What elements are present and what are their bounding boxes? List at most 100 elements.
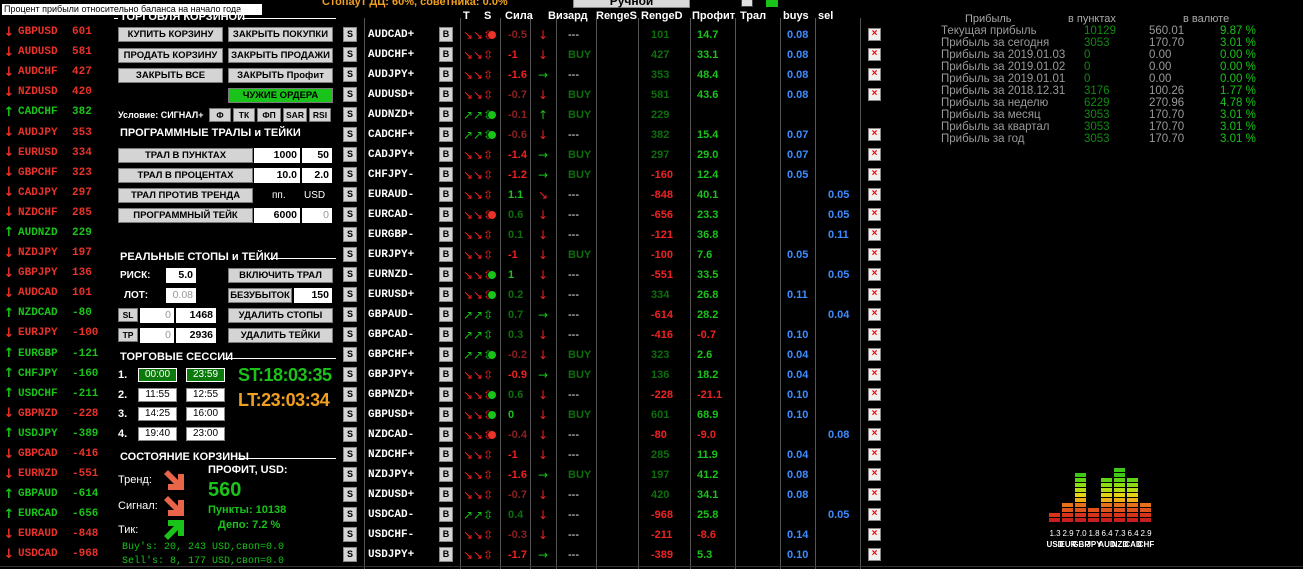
sell-s-button[interactable]: S xyxy=(343,187,357,202)
tp-input-1[interactable]: 0 xyxy=(140,328,174,343)
sell-s-button[interactable]: S xyxy=(343,127,357,142)
trail-points-input-2[interactable]: 50 xyxy=(302,148,332,163)
sell-s-button[interactable]: S xyxy=(343,107,357,122)
sell-s-button[interactable]: S xyxy=(343,447,357,462)
cond-button-f[interactable]: Ф xyxy=(209,108,231,122)
table-row[interactable]: S CHFJPY- B ↘↘⇳ -1.2 → BUY -160 12.4 0.05 × xyxy=(340,165,900,185)
table-row[interactable]: S EURJPY+ B ↘↘⇳ -1 ↓ BUY -100 7.6 0.05 × xyxy=(340,245,900,265)
table-row[interactable]: S NZDJPY+ B ↘↘⇳ -1.6 → BUY 197 41.2 0.08 × xyxy=(340,465,900,485)
session-to-input[interactable]: 23:59 xyxy=(186,368,225,382)
buy-b-button[interactable]: B xyxy=(439,367,453,382)
buy-b-button[interactable]: B xyxy=(439,87,453,102)
trail-percent-input-2[interactable]: 2.0 xyxy=(302,168,332,183)
close-row-icon[interactable]: × xyxy=(868,248,881,261)
table-row[interactable]: S GBPJPY+ B ↘↘⇳ -0.9 → BUY 136 18.2 0.04 × xyxy=(340,365,900,385)
sell-s-button[interactable]: S xyxy=(343,267,357,282)
close-row-icon[interactable]: × xyxy=(868,388,881,401)
pair-rank-row[interactable]: ↑ EURCAD -656 xyxy=(0,504,112,524)
buy-b-button[interactable]: B xyxy=(439,307,453,322)
pair-rank-row[interactable]: ↓ NZDJPY 197 xyxy=(0,243,112,263)
pair-rank-row[interactable]: ↑ USDJPY -389 xyxy=(0,424,112,444)
pair-rank-row[interactable]: ↑ GBPAUD -614 xyxy=(0,484,112,504)
sl-toggle[interactable]: SL xyxy=(118,308,138,322)
close-row-icon[interactable]: × xyxy=(868,168,881,181)
sell-s-button[interactable]: S xyxy=(343,427,357,442)
sell-s-button[interactable]: S xyxy=(343,387,357,402)
table-row[interactable]: S USDJPY+ B ↘↘⇳ -1.7 → --- -389 5.3 0.10 × xyxy=(340,545,900,565)
sell-s-button[interactable]: S xyxy=(343,367,357,382)
session-from-input[interactable]: 19:40 xyxy=(138,426,177,441)
buy-b-button[interactable]: B xyxy=(439,27,453,42)
sell-s-button[interactable]: S xyxy=(343,47,357,62)
buy-b-button[interactable]: B xyxy=(439,507,453,522)
close-row-icon[interactable]: × xyxy=(868,468,881,481)
foreign-orders-button[interactable]: ЧУЖИЕ ОРДЕРА xyxy=(228,88,333,103)
buy-b-button[interactable]: B xyxy=(439,187,453,202)
sell-s-button[interactable]: S xyxy=(343,487,357,502)
buy-b-button[interactable]: B xyxy=(439,127,453,142)
close-row-icon[interactable]: × xyxy=(868,348,881,361)
sell-s-button[interactable]: S xyxy=(343,247,357,262)
table-row[interactable]: S EURGBP- B ↘↘⇳ 0.1 ↓ --- -121 36.8 0.11 × xyxy=(340,225,900,245)
table-row[interactable]: S AUDCAD+ B ↘↘⇳ -0.5 ↓ --- 101 14.7 0.08 × xyxy=(340,25,900,45)
table-row[interactable]: S GBPCAD- B ↗↗⇳ 0.3 ↓ --- -416 -0.7 0.10 × xyxy=(340,325,900,345)
table-row[interactable]: S GBPCHF+ B ↗↗⇳ -0.2 ↓ BUY 323 2.6 0.04 × xyxy=(340,345,900,365)
pair-rank-row[interactable]: ↓ NZDUSD 420 xyxy=(0,82,112,102)
sell-s-button[interactable]: S xyxy=(343,87,357,102)
pair-rank-row[interactable]: ↓ EURAUD -848 xyxy=(0,524,112,544)
table-row[interactable]: S GBPUSD+ B ↘↘⇳ 0 ↓ BUY 601 68.9 0.10 × xyxy=(340,405,900,425)
table-row[interactable]: S AUDJPY+ B ↘↘⇳ -1.6 → --- 353 48.4 0.08 × xyxy=(340,65,900,85)
table-row[interactable]: S USDCHF- B ↘↘⇳ -0.3 ↓ --- -211 -8.6 0.14 × xyxy=(340,525,900,545)
sell-s-button[interactable]: S xyxy=(343,167,357,182)
buy-b-button[interactable]: B xyxy=(439,427,453,442)
sell-s-button[interactable]: S xyxy=(343,507,357,522)
pair-rank-row[interactable]: ↓ AUDUSD 581 xyxy=(0,42,112,62)
sell-s-button[interactable]: S xyxy=(343,547,357,562)
table-row[interactable]: S NZDCHF+ B ↘↘⇳ -1 ↓ --- 285 11.9 0.04 × xyxy=(340,445,900,465)
close-row-icon[interactable]: × xyxy=(868,28,881,41)
pair-rank-row[interactable]: ↓ GBPCHF 323 xyxy=(0,163,112,183)
program-take-input-1[interactable]: 6000 xyxy=(254,208,300,223)
trail-points-button[interactable]: ТРАЛ В ПУНКТАХ xyxy=(118,148,253,163)
pair-rank-row[interactable]: ↑ USDCHF -211 xyxy=(0,384,112,404)
lot-input[interactable]: 0.08 xyxy=(166,288,196,303)
close-row-icon[interactable]: × xyxy=(868,288,881,301)
buy-b-button[interactable]: B xyxy=(439,347,453,362)
risk-input[interactable]: 5.0 xyxy=(166,268,196,283)
close-row-icon[interactable]: × xyxy=(868,268,881,281)
buy-b-button[interactable]: B xyxy=(439,547,453,562)
pair-rank-row[interactable]: ↓ AUDJPY 353 xyxy=(0,122,112,142)
pair-rank-row[interactable]: ↓ AUDCAD 101 xyxy=(0,283,112,303)
program-take-button[interactable]: ПРОГРАММНЫЙ ТЕЙК xyxy=(118,208,253,223)
close-row-icon[interactable]: × xyxy=(868,68,881,81)
close-row-icon[interactable]: × xyxy=(868,408,881,421)
buy-b-button[interactable]: B xyxy=(439,107,453,122)
close-row-icon[interactable]: × xyxy=(868,228,881,241)
table-row[interactable]: S CADJPY+ B ↘↘⇳ -1.4 → BUY 297 29.0 0.07 × xyxy=(340,145,900,165)
sell-s-button[interactable]: S xyxy=(343,67,357,82)
close-row-icon[interactable]: × xyxy=(868,308,881,321)
pair-rank-row[interactable]: ↑ AUDNZD 229 xyxy=(0,223,112,243)
buy-b-button[interactable]: B xyxy=(439,447,453,462)
sl-input-2[interactable]: 1468 xyxy=(176,308,216,323)
program-take-input-2[interactable]: 0 xyxy=(302,208,332,223)
buy-b-button[interactable]: B xyxy=(439,167,453,182)
trail-percent-button[interactable]: ТРАЛ В ПРОЦЕНТАХ xyxy=(118,168,253,183)
close-row-icon[interactable]: × xyxy=(868,148,881,161)
pair-rank-row[interactable]: ↓ EURJPY -100 xyxy=(0,323,112,343)
table-row[interactable]: S EURUSD+ B ↘↘⇳ 0.2 ↓ --- 334 26.8 0.11 × xyxy=(340,285,900,305)
pair-rank-row[interactable]: ↓ CADJPY 297 xyxy=(0,183,112,203)
table-row[interactable]: S EURNZD- B ↘↘⇳ 1 ↓ --- -551 33.5 0.05 × xyxy=(340,265,900,285)
buy-b-button[interactable]: B xyxy=(439,147,453,162)
breakeven-input[interactable]: 150 xyxy=(294,288,332,303)
session-to-input[interactable]: 23:00 xyxy=(186,426,225,441)
buy-b-button[interactable]: B xyxy=(439,47,453,62)
table-row[interactable]: S GBPNZD+ B ↘↘⇳ 0.6 ↓ --- -228 -21.1 0.10 × xyxy=(340,385,900,405)
close-row-icon[interactable]: × xyxy=(868,188,881,201)
pair-rank-row[interactable]: ↓ AUDCHF 427 xyxy=(0,62,112,82)
buy-b-button[interactable]: B xyxy=(439,227,453,242)
pair-rank-row[interactable]: ↓ GBPUSD 601 xyxy=(0,22,112,42)
table-row[interactable]: S NZDCAD- B ↘↘⇳ -0.4 ↓ --- -80 -9.0 0.08 × xyxy=(340,425,900,445)
sell-s-button[interactable]: S xyxy=(343,467,357,482)
close-sells-button[interactable]: ЗАКРЫТЬ ПРОДАЖИ xyxy=(228,48,333,63)
